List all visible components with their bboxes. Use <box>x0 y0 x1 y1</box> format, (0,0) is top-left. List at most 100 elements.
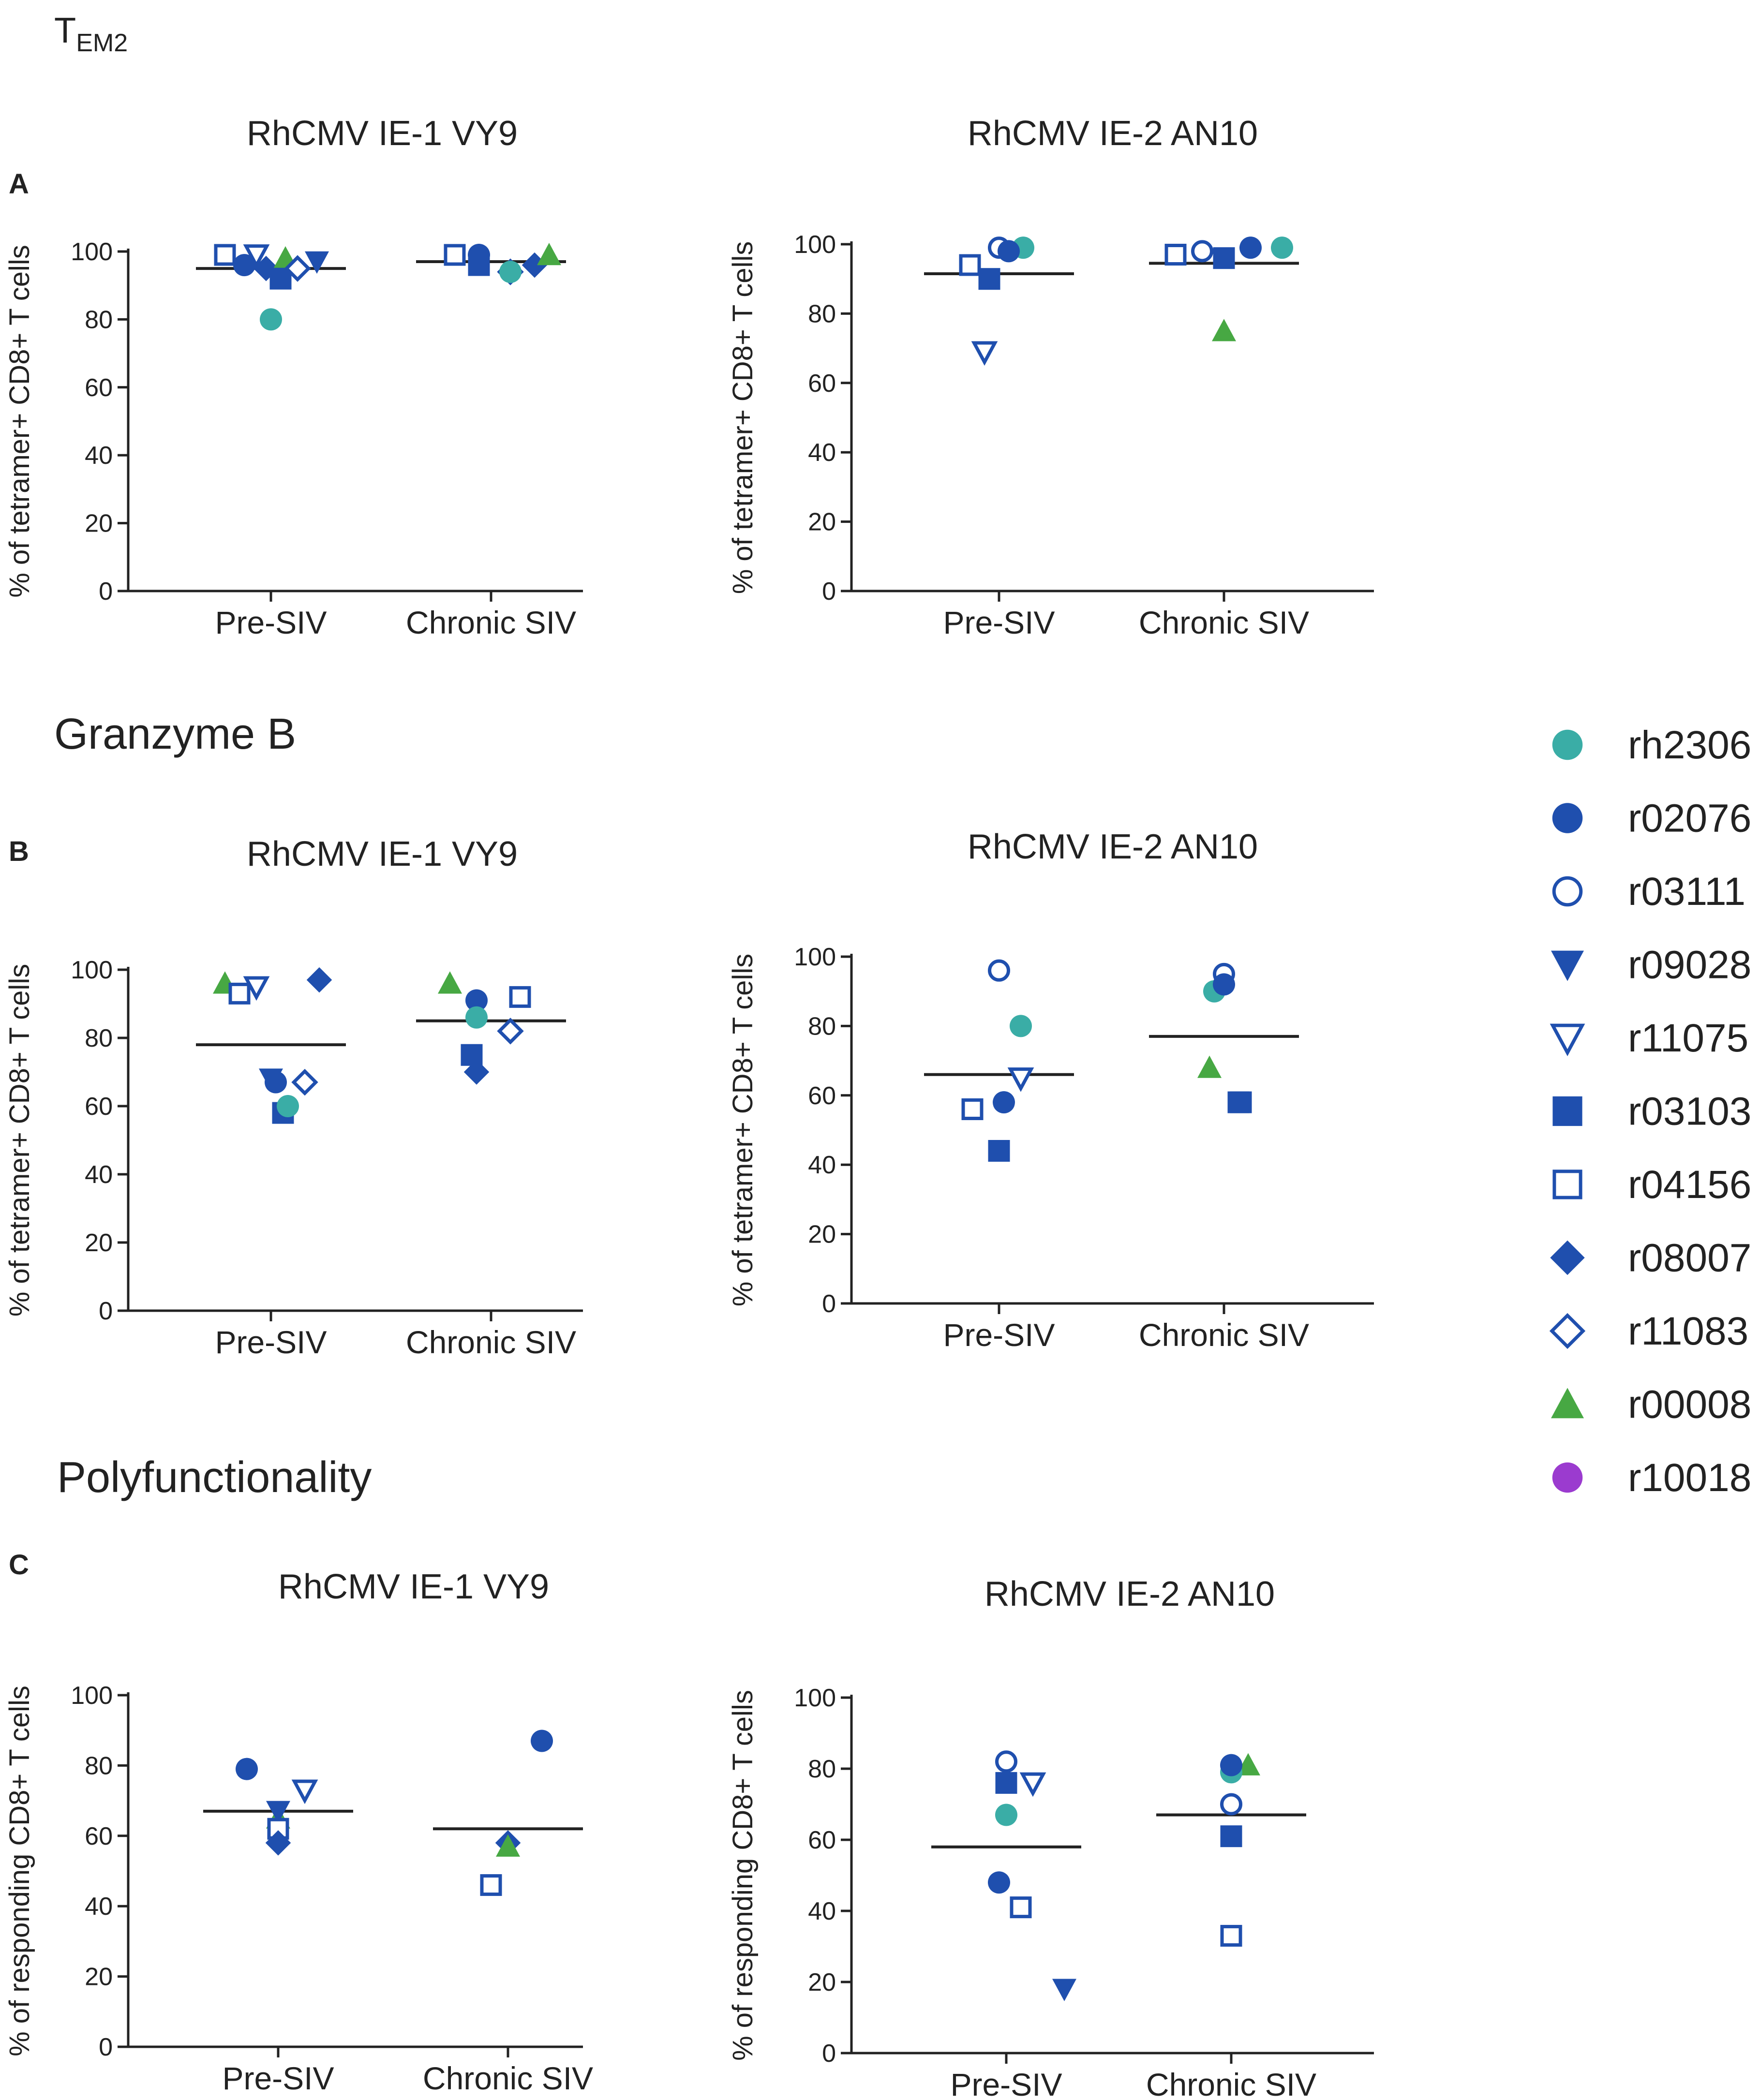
y-tick-label: 80 <box>85 306 113 334</box>
y-tick-label: 80 <box>85 1024 113 1052</box>
data-point <box>1010 1015 1032 1037</box>
data-point <box>1212 319 1236 341</box>
x-tick-label: Chronic SIV <box>1139 605 1309 640</box>
figure-title: TEM2 <box>54 10 128 57</box>
data-point <box>497 1018 524 1045</box>
data-point <box>480 1874 502 1896</box>
data-point <box>1220 1924 1242 1947</box>
data-point <box>1213 973 1235 996</box>
data-point <box>995 1804 1017 1826</box>
panel-label: A <box>9 168 29 200</box>
y-tick-label: 60 <box>85 374 113 402</box>
legend: rh2306 r02076 r03111 r09028 r11075 r03103 r041… <box>1549 723 1751 1500</box>
data-point <box>438 971 462 994</box>
data-point <box>959 254 981 276</box>
legend-label: r11083 <box>1628 1309 1748 1353</box>
y-axis-label: % of tetramer+ CD8+ T cells <box>4 964 35 1317</box>
legend-label: r00008 <box>1628 1383 1751 1427</box>
data-point <box>284 255 311 282</box>
y-tick-label: 80 <box>808 1755 836 1783</box>
legend-label: r03111 <box>1628 870 1745 914</box>
legend-marker <box>1552 1169 1582 1199</box>
data-point <box>1164 244 1187 266</box>
data-point <box>243 244 270 269</box>
data-point <box>465 1006 488 1029</box>
y-axis-label: % of tetramer+ CD8+ T cells <box>727 241 759 594</box>
section-title-polyfunctionality: Polyfunctionality <box>57 1453 372 1502</box>
legend-label: r03103 <box>1628 1090 1751 1134</box>
y-tick-label: 100 <box>794 943 836 971</box>
y-tick-label: 40 <box>85 442 113 470</box>
data-point <box>961 1098 984 1120</box>
data-point <box>236 1758 258 1780</box>
y-tick-label: 0 <box>822 2040 836 2068</box>
data-point <box>1007 1067 1034 1092</box>
data-point <box>1220 1754 1242 1776</box>
y-tick-label: 100 <box>794 1684 836 1712</box>
panels: RhCMV IE-1 VY9 A 0 20 40 60 80 100 Pre-SIV Chroni… <box>4 114 1374 2100</box>
data-point <box>463 1059 490 1085</box>
data-point <box>265 1830 291 1856</box>
data-point <box>971 341 998 366</box>
data-point <box>1010 1896 1032 1919</box>
x-tick-label: Chronic SIV <box>1146 2067 1316 2100</box>
y-tick-label: 0 <box>99 577 113 606</box>
legend-marker <box>1549 1313 1586 1349</box>
y-tick-label: 60 <box>85 1093 113 1121</box>
y-tick-label: 40 <box>808 1897 836 1925</box>
y-tick-label: 100 <box>794 231 836 259</box>
data-point <box>995 1772 1017 1794</box>
legend-marker <box>1552 876 1583 907</box>
panel-label: C <box>9 1549 29 1581</box>
data-point <box>291 1068 318 1096</box>
data-point <box>243 976 270 1001</box>
chart-title: RhCMV IE-1 VY9 <box>247 114 518 153</box>
chart-title: RhCMV IE-1 VY9 <box>247 835 518 873</box>
y-tick-label: 0 <box>822 577 836 606</box>
y-tick-label: 0 <box>99 2033 113 2061</box>
data-point <box>444 244 466 266</box>
y-tick-label: 40 <box>85 1161 113 1189</box>
legend-label: r08007 <box>1628 1236 1751 1280</box>
data-point <box>988 1871 1010 1894</box>
data-point <box>1191 240 1213 263</box>
data-point <box>233 254 255 277</box>
data-point <box>1197 1055 1222 1078</box>
x-tick-label: Pre-SIV <box>943 1317 1055 1353</box>
data-point <box>1239 237 1262 259</box>
y-tick-label: 40 <box>85 1893 113 1921</box>
panel-label: B <box>9 836 29 867</box>
data-point <box>465 989 488 1012</box>
data-point <box>499 261 522 283</box>
legend-label: rh2306 <box>1628 723 1751 767</box>
y-tick-label: 100 <box>71 956 113 984</box>
data-point <box>978 268 1000 290</box>
x-tick-label: Pre-SIV <box>222 2060 334 2096</box>
chart-panel: RhCMV IE-1 VY9 B 0 20 40 60 80 100 Pre-SIV Chroni… <box>4 835 583 1360</box>
legend-label: r04156 <box>1628 1163 1751 1207</box>
data-point <box>1213 247 1235 269</box>
chart-panel: RhCMV IE-2 AN10 0 20 40 60 80 100 Pre-SIV Chroni… <box>727 114 1374 640</box>
y-tick-label: 20 <box>85 1963 113 1991</box>
y-tick-label: 20 <box>808 1221 836 1249</box>
y-tick-label: 60 <box>808 370 836 398</box>
y-tick-label: 40 <box>808 439 836 467</box>
chart-panel: RhCMV IE-2 AN10 0 20 40 60 80 100 Pre-SIV Chroni… <box>727 1575 1374 2100</box>
legend-label: r09028 <box>1628 943 1751 987</box>
y-tick-label: 60 <box>808 1082 836 1110</box>
y-tick-label: 80 <box>808 1012 836 1040</box>
legend-marker <box>1552 1462 1583 1493</box>
chart-panel: RhCMV IE-2 AN10 0 20 40 60 80 100 Pre-SIV Chroni… <box>727 828 1374 1353</box>
data-point <box>988 959 1010 982</box>
legend-label: r02076 <box>1628 797 1751 841</box>
chart-title: RhCMV IE-1 VY9 <box>278 1568 549 1606</box>
chart-panel: RhCMV IE-1 VY9 C 0 20 40 60 80 100 Pre-SIV Chroni… <box>4 1549 593 2096</box>
y-axis-label: % of responding CD8+ T cells <box>727 1690 759 2061</box>
legend-marker <box>1550 1240 1585 1275</box>
data-point <box>1019 1772 1046 1797</box>
x-tick-label: Pre-SIV <box>950 2067 1062 2100</box>
y-tick-label: 100 <box>71 1682 113 1710</box>
chart-title: RhCMV IE-2 AN10 <box>968 828 1258 866</box>
section-title-granzyme-b: Granzyme B <box>54 710 296 758</box>
y-tick-label: 80 <box>85 1752 113 1780</box>
